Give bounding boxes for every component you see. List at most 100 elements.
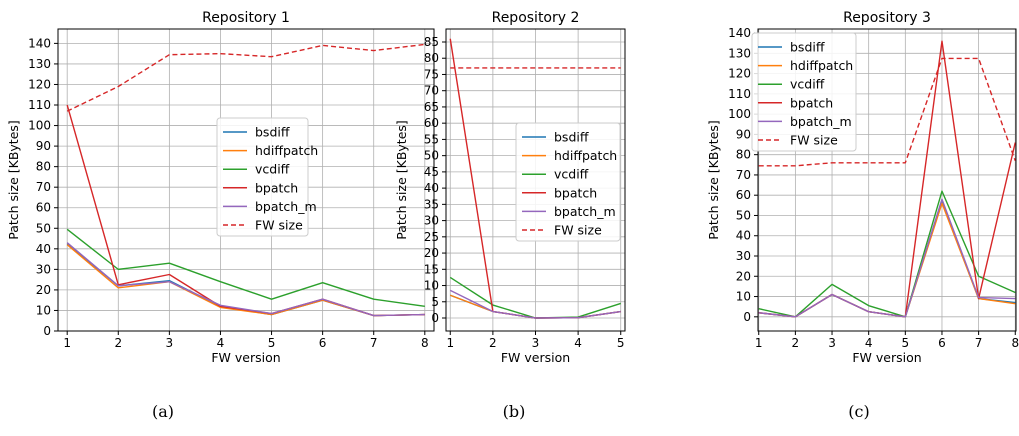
y-tick-label: 80 [36, 160, 51, 174]
legend-label: bsdiff [255, 125, 290, 140]
y-tick-label: 80 [424, 51, 439, 65]
y-tick-label: 140 [728, 26, 751, 40]
chart-title: Repository 1 [202, 10, 290, 26]
x-tick-label: 4 [574, 336, 582, 350]
x-tick-label: 4 [217, 336, 225, 350]
y-tick-label: 30 [36, 262, 51, 276]
y-tick-label: 40 [736, 229, 751, 243]
x-tick-label: 1 [755, 336, 763, 350]
x-axis-label: FW version [852, 350, 921, 365]
y-tick-label: 50 [36, 221, 51, 235]
x-tick-label: 4 [865, 336, 873, 350]
chart-title: Repository 2 [492, 10, 580, 26]
y-tick-label: 130 [28, 57, 51, 71]
legend-label: bpatch_m [255, 199, 317, 214]
axes-frame [757, 28, 1017, 332]
y-tick-label: 100 [28, 119, 51, 133]
axes-frame [57, 28, 435, 332]
y-tick-label: 30 [424, 214, 439, 228]
y-tick-label: 70 [424, 84, 439, 98]
legend-label: vcdiff [255, 162, 290, 177]
y-tick-label: 40 [424, 181, 439, 195]
series-line-bpatch-m [66, 242, 425, 317]
series-line-bpatch-m [449, 289, 621, 319]
x-tick-label: 2 [792, 336, 800, 350]
legend-label: hdiffpatch [255, 143, 318, 158]
y-tick-label: 10 [36, 303, 51, 317]
legend-label: bpatch [554, 185, 597, 200]
series-line-hdiffpatch [66, 244, 425, 317]
y-tick-label: 140 [28, 36, 51, 50]
y-tick-label: 20 [36, 283, 51, 297]
series-group [66, 43, 425, 317]
y-tick-label: 100 [728, 107, 751, 121]
y-tick-label: 50 [424, 149, 439, 163]
y-tick-label: 25 [424, 230, 439, 244]
y-tick-label: 50 [736, 208, 751, 222]
series-line-bsdiff [66, 243, 425, 317]
y-axis-label: Patch size [KBytes] [394, 120, 409, 240]
legend-label: bpatch [255, 180, 298, 195]
x-tick-label: 5 [268, 336, 276, 350]
series-group [758, 40, 1016, 318]
y-tick-label: 30 [736, 249, 751, 263]
legend-label: vcdiff [554, 167, 589, 182]
y-tick-label: 110 [728, 87, 751, 101]
legend-label: bpatch_m [790, 114, 852, 129]
y-tick-label: 20 [736, 269, 751, 283]
y-tick-label: 10 [736, 290, 751, 304]
y-axis-label: Patch size [KBytes] [6, 120, 21, 240]
series-line-fw-size [758, 57, 1016, 167]
x-tick-label: 3 [166, 336, 174, 350]
y-tick-label: 0 [43, 324, 51, 338]
chart-panel-1: 1 2 3 4 5 6 7 801020304050607080901001101201301… [6, 10, 435, 421]
y-tick-label: 90 [736, 127, 751, 141]
chart-title: Repository 3 [843, 10, 931, 26]
y-tick-label: 80 [736, 148, 751, 162]
x-tick-label: 5 [617, 336, 625, 350]
x-tick-label: 1 [446, 336, 454, 350]
y-tick-label: 75 [424, 67, 439, 81]
series-line-bsdiff [758, 200, 1016, 318]
x-axis-label: FW version [211, 350, 280, 365]
y-tick-label: 110 [28, 98, 51, 112]
y-tick-label: 10 [424, 279, 439, 293]
y-tick-label: 20 [424, 246, 439, 260]
y-tick-label: 60 [424, 116, 439, 130]
x-tick-label: 8 [421, 336, 429, 350]
y-tick-label: 35 [424, 197, 439, 211]
x-tick-label: 7 [370, 336, 378, 350]
legend-label: bsdiff [790, 40, 825, 55]
y-tick-label: 60 [736, 188, 751, 202]
x-axis-label: FW version [501, 350, 570, 365]
x-tick-label: 2 [114, 336, 122, 350]
legend-label: bpatch_m [554, 204, 616, 219]
legend-label: FW size [554, 223, 602, 238]
x-tick-label: 1 [63, 336, 71, 350]
y-tick-label: 45 [424, 165, 439, 179]
legend-label: FW size [790, 133, 838, 148]
y-tick-label: 60 [36, 201, 51, 215]
y-tick-label: 85 [424, 35, 439, 49]
legend: bsdiff hdiffpatch vcdiff bpatch bpatch_m FW s… [515, 122, 621, 242]
series-line-fw-size [66, 43, 425, 112]
y-tick-label: 130 [728, 46, 751, 60]
series-group [449, 38, 621, 319]
legend: bsdiff hdiffpatch vcdiff bpatch bpatch_m FW s… [751, 32, 857, 152]
chart-panel-2: 1 2 3 4 50510152025303540455055606570758085R… [394, 10, 626, 421]
legend-label: vcdiff [790, 77, 825, 92]
x-tick-label: 2 [489, 336, 497, 350]
series-line-vcdiff [758, 190, 1016, 318]
y-tick-label: 120 [728, 67, 751, 81]
legend-label: bsdiff [554, 130, 589, 145]
y-tick-label: 15 [424, 262, 439, 276]
series-line-hdiffpatch [758, 202, 1016, 318]
legend-label: hdiffpatch [554, 148, 617, 163]
x-tick-label: 6 [319, 336, 327, 350]
y-tick-label: 120 [28, 77, 51, 91]
legend-label: hdiffpatch [790, 58, 853, 73]
subfigure-caption: (a) [152, 402, 174, 421]
y-tick-label: 90 [36, 139, 51, 153]
